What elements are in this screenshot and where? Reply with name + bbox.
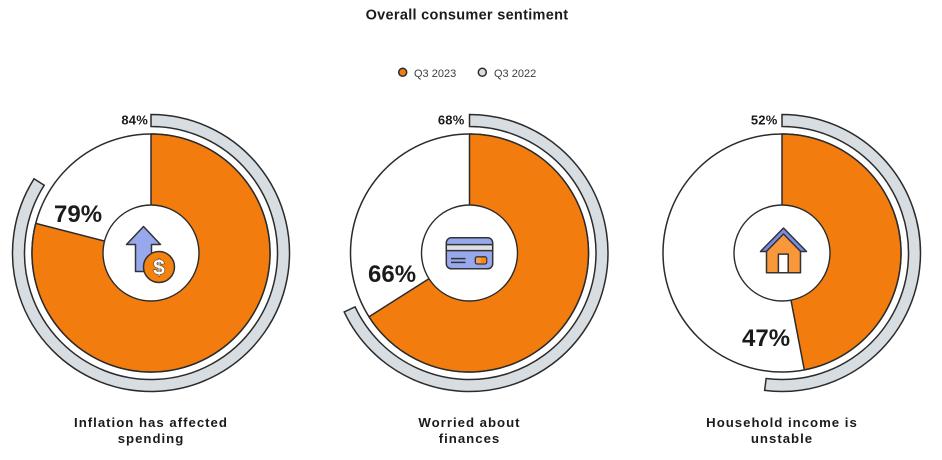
svg-text:Q3 2022: Q3 2022	[494, 68, 536, 80]
svg-text:Household income is: Household income is	[706, 415, 858, 430]
svg-text:84%: 84%	[121, 113, 148, 128]
svg-text:79%: 79%	[54, 201, 102, 228]
svg-text:68%: 68%	[438, 113, 465, 128]
svg-text:Overall consumer sentiment: Overall consumer sentiment	[366, 8, 569, 24]
svg-text:Q3 2023: Q3 2023	[414, 68, 456, 80]
svg-text:52%: 52%	[751, 113, 778, 128]
svg-text:finances: finances	[439, 431, 501, 446]
svg-text:$: $	[153, 257, 165, 280]
svg-text:Inflation has affected: Inflation has affected	[74, 415, 228, 430]
svg-text:Worried about: Worried about	[418, 415, 520, 430]
svg-text:66%: 66%	[368, 261, 416, 288]
svg-text:47%: 47%	[742, 325, 790, 352]
svg-text:spending: spending	[118, 431, 185, 446]
svg-text:unstable: unstable	[751, 431, 813, 446]
